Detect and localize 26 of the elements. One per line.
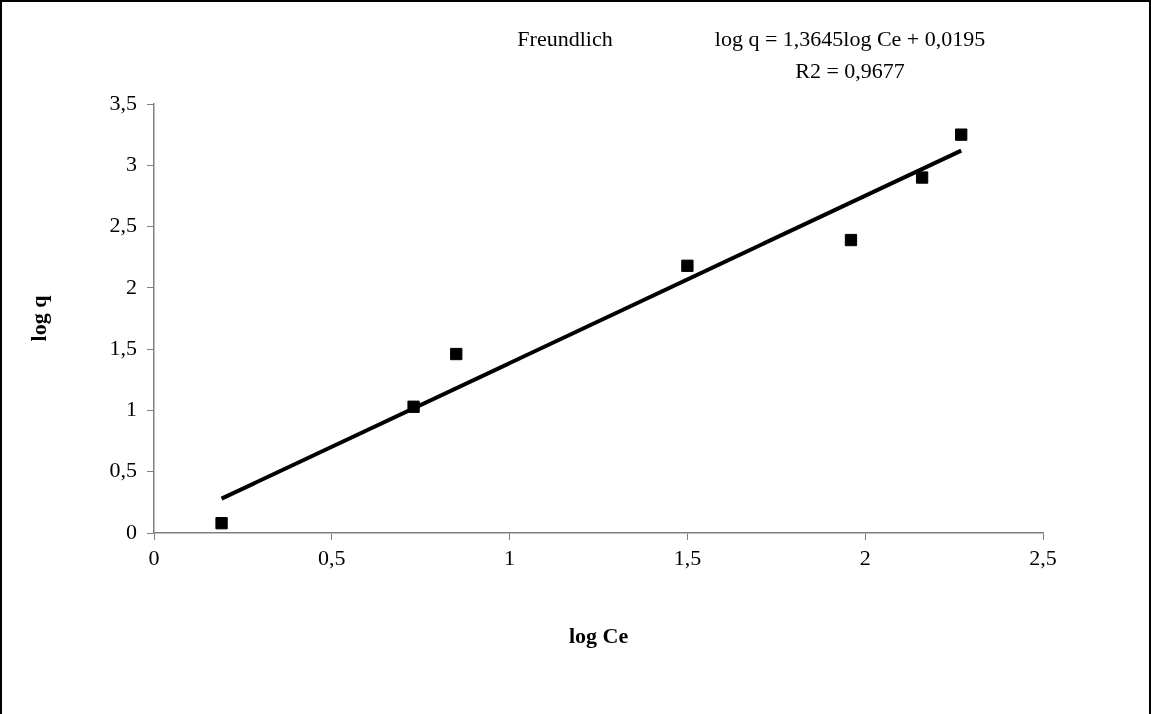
x-tick-label: 1,5 <box>673 544 702 570</box>
text: log q = 1,3645log Ce + 0,0195 <box>714 25 986 51</box>
y-axis-title: log q <box>25 294 51 342</box>
x-tick-label: 2,5 <box>1029 544 1057 570</box>
y-tick-label: 3 <box>126 151 137 177</box>
point <box>681 259 694 272</box>
y-tick-label: 3,5 <box>109 89 137 115</box>
point <box>450 347 463 361</box>
y-tick-label: 2,5 <box>109 212 137 238</box>
x-axis-title: log Ce <box>568 622 629 648</box>
x-tick-label: 0,5 <box>318 544 346 570</box>
point <box>915 171 929 184</box>
y-tick-label: 1,5 <box>109 334 137 360</box>
y-tick-label: 1 <box>126 396 137 422</box>
x-tick-label: 1 <box>504 544 516 570</box>
y-tick-label: 0,5 <box>109 457 137 483</box>
x-tick-label: 2 <box>859 544 871 570</box>
x-tick-label: 0 <box>148 544 160 570</box>
point <box>215 517 228 530</box>
y-tick-label: 2 <box>126 273 137 299</box>
point <box>407 400 420 413</box>
chart-title: Freundlich <box>517 25 613 51</box>
y-tick-label: 0 <box>126 518 137 544</box>
point <box>955 128 968 141</box>
text: R2 = 0,9677 <box>795 57 905 83</box>
point <box>844 233 858 247</box>
